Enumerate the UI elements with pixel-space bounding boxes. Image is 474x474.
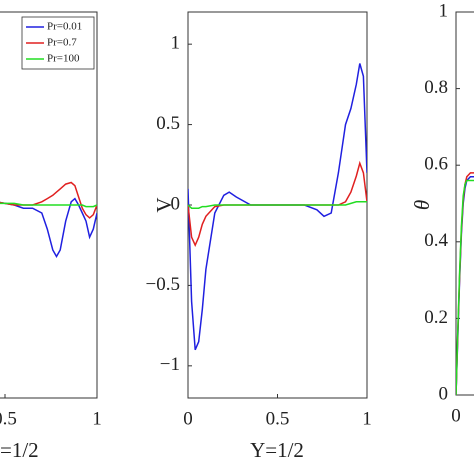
y-tick-label: 0.4 — [424, 230, 448, 251]
y-axis-label: V — [152, 197, 176, 212]
legend-label: Pr=0.01 — [47, 21, 82, 33]
y-tick-label: 0.5 — [156, 113, 180, 134]
x-axis-label: Y=1/2 — [250, 438, 304, 462]
x-tick-label: 0 — [183, 408, 193, 429]
legend: Pr=0.01 Pr=0.7 Pr=100 — [21, 16, 95, 70]
y-tick-label: 0.2 — [424, 307, 448, 328]
y-tick-label: 0.8 — [424, 77, 448, 98]
legend-label: Pr=0.7 — [47, 37, 77, 49]
data-line — [456, 179, 474, 395]
y-tick-label: 1 — [171, 33, 181, 54]
y-tick-label: −1 — [160, 354, 180, 375]
lines — [0, 181, 97, 259]
y-tick-label: 0.6 — [424, 154, 448, 175]
x-tick-label: 1 — [92, 408, 102, 429]
x-tick-label: 0 — [451, 405, 461, 426]
x-tick-label: 0.5 — [266, 408, 290, 429]
plot-frame — [455, 11, 474, 396]
x-axis-label: =1/2 — [0, 438, 39, 462]
y-tick-label: −0.5 — [146, 274, 180, 295]
x-tick-label: 1 — [362, 408, 372, 429]
lines — [456, 172, 474, 395]
data-line — [0, 197, 97, 259]
legend-label: Pr=100 — [47, 53, 80, 65]
x-tick-label: 0.5 — [0, 408, 17, 429]
y-tick-label: 0 — [439, 383, 449, 404]
y-tick-label: 0 — [171, 193, 181, 214]
panel: 00 0.2 0.4 0.6 0.8 1 θ — [410, 0, 474, 426]
y-axis-label: θ — [410, 200, 434, 210]
data-line — [188, 201, 367, 209]
y-tick-label: 1 — [439, 0, 449, 21]
lines — [188, 63, 367, 351]
panel: 0 0.5 1 −1 −0.5 0 0.5 1 Y=1/2 V — [146, 11, 372, 462]
panel: 0.5 1 =1/2 Pr=0.01 Pr=0.7 Pr=100 — [0, 11, 102, 462]
data-line — [0, 202, 97, 208]
